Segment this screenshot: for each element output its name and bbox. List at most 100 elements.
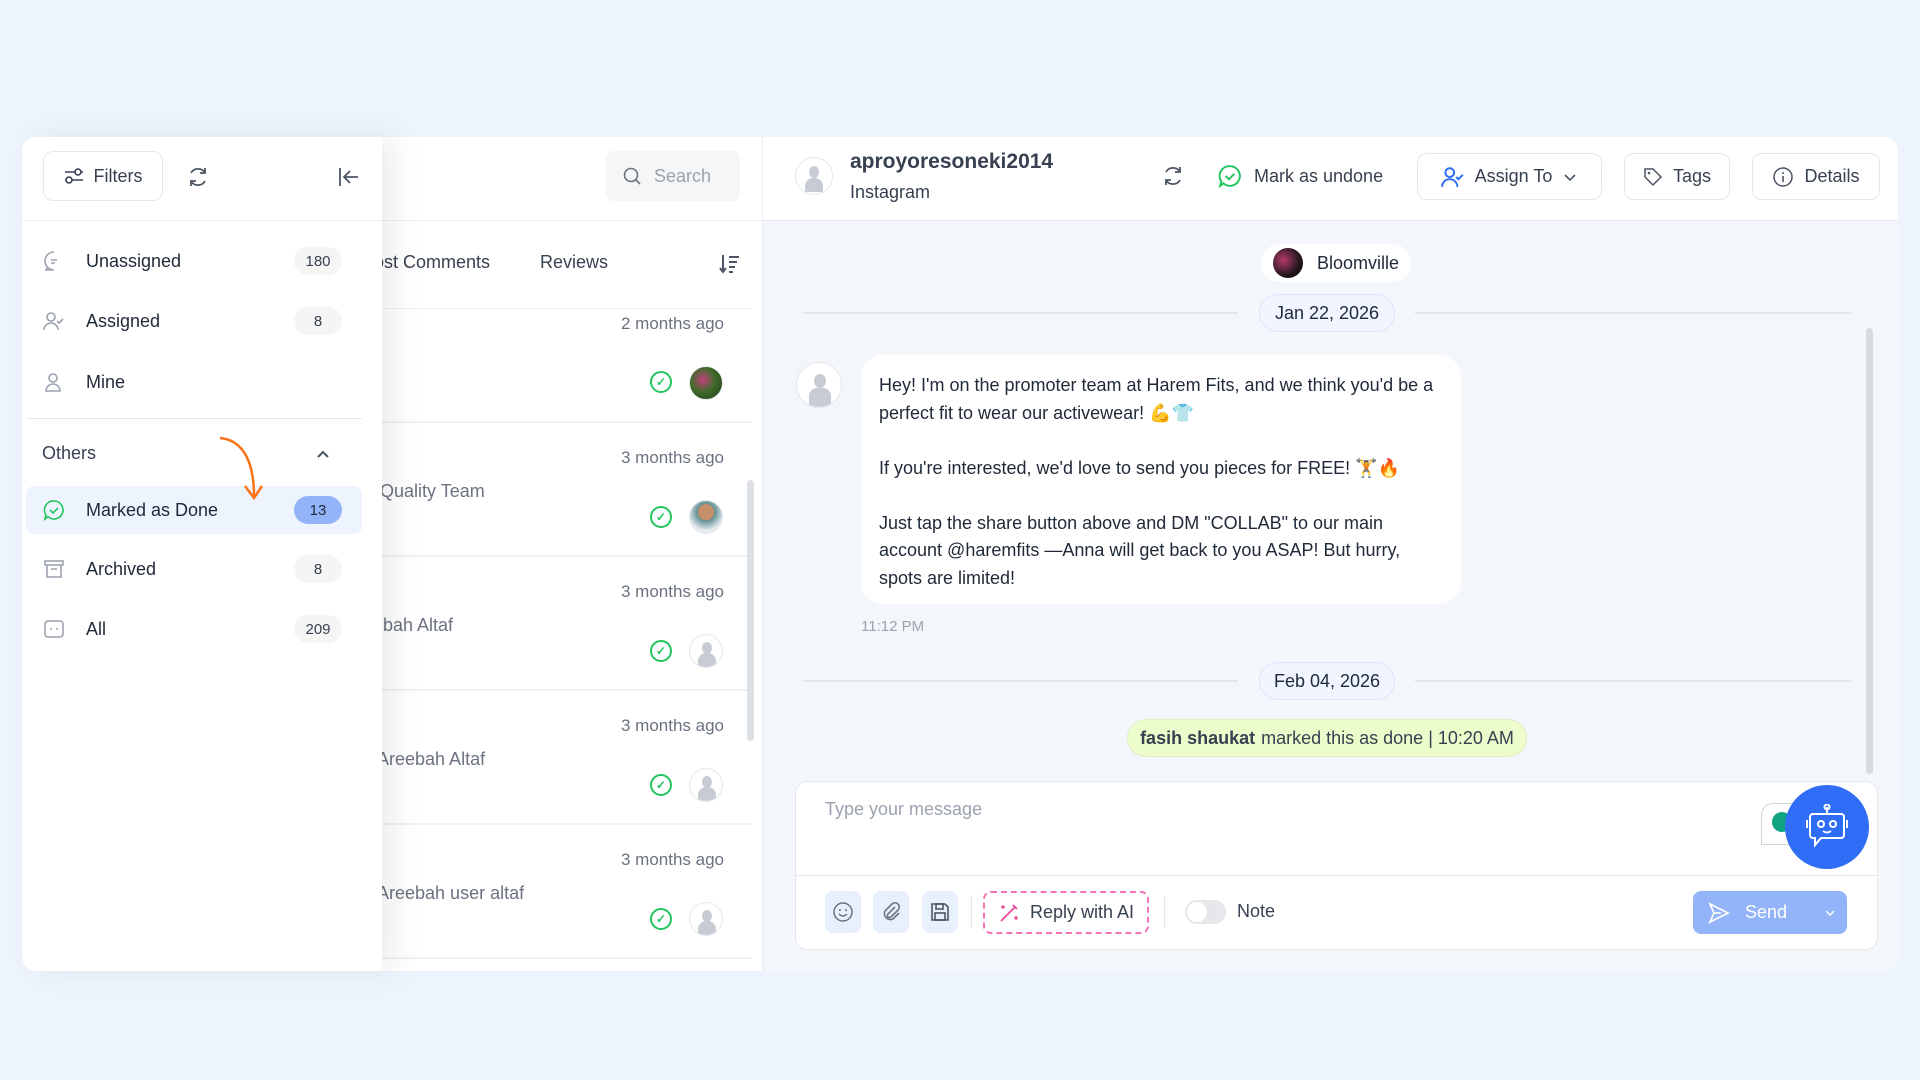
archive-icon: [42, 557, 66, 581]
reply-ai-label: Reply with AI: [1029, 902, 1135, 922]
others-section-header[interactable]: Others: [42, 443, 97, 463]
user-check-icon: [42, 309, 66, 333]
details-button[interactable]: Details: [1752, 153, 1880, 200]
message-text: Just tap the share button above and DM "…: [879, 512, 1384, 533]
message-text: If you're interested, we'd love to send …: [879, 457, 1400, 478]
assign-to-button[interactable]: Assign To: [1417, 153, 1602, 200]
divider: [763, 220, 1898, 221]
done-user: fasih shaukat: [1140, 727, 1256, 748]
save-template-button[interactable]: [922, 891, 958, 933]
tab-reviews[interactable]: Reviews: [540, 252, 609, 272]
list-item[interactable]: 3 months ago Areebah user altaf ✓: [377, 825, 752, 959]
divider: [762, 137, 763, 971]
list-item[interactable]: 3 months ago Areebah Altaf ✓: [377, 691, 752, 825]
paperclip-icon: [883, 901, 901, 921]
ai-bot-button[interactable]: [1785, 785, 1869, 869]
emoji-button[interactable]: [825, 891, 861, 933]
divider: [803, 680, 1238, 682]
sidebar-item-label: Mine: [86, 371, 126, 392]
avatar: [689, 768, 723, 802]
emoji-icon: [833, 902, 853, 922]
mark-as-undone-button[interactable]: Mark as undone: [1218, 164, 1383, 188]
sidebar-item-label: Marked as Done: [86, 499, 219, 520]
done-check-icon: ✓: [650, 774, 672, 796]
send-button[interactable]: Send: [1693, 891, 1847, 934]
tab-post-comments[interactable]: Post Comments: [362, 252, 491, 272]
sidebar-item-label: Unassigned: [86, 250, 182, 271]
message-text: Hey! I'm on the promoter team at Harem F…: [879, 375, 1434, 395]
count-badge: 13: [294, 496, 342, 524]
sidebar-item-unassigned[interactable]: Unassigned 180: [26, 237, 362, 285]
done-check-icon: ✓: [650, 908, 672, 930]
divider: [803, 312, 1238, 314]
page-name-pill: Bloomville: [1261, 244, 1411, 282]
check-chat-icon: [42, 498, 66, 522]
date-separator: Feb 04, 2026: [1259, 662, 1395, 700]
note-toggle[interactable]: [1185, 900, 1226, 924]
count-badge: 180: [294, 247, 342, 275]
send-icon: [1708, 901, 1730, 924]
list-item[interactable]: 3 months ago bah Altaf ✓: [382, 557, 752, 691]
message-time: 11:12 PM: [861, 618, 925, 635]
details-label: Details: [1804, 166, 1860, 186]
filters-button[interactable]: Filters: [43, 151, 163, 201]
item-time: 3 months ago: [620, 850, 724, 869]
chat-scrollbar[interactable]: [1866, 328, 1873, 774]
divider: [1415, 680, 1851, 682]
divider: [22, 220, 382, 221]
list-scrollbar[interactable]: [747, 480, 754, 741]
search-placeholder: Search: [654, 165, 712, 186]
reply-with-ai-button[interactable]: Reply with AI: [983, 891, 1149, 934]
count-badge: 8: [294, 307, 342, 335]
divider: [382, 220, 762, 221]
list-item[interactable]: 2 months ago ✓: [382, 309, 752, 423]
message-input[interactable]: Type your message: [825, 799, 983, 819]
sidebar-item-all[interactable]: All 209: [26, 605, 362, 653]
refresh-icon[interactable]: [186, 165, 210, 189]
date-separator: Jan 22, 2026: [1259, 294, 1395, 332]
floppy-icon: [931, 903, 949, 921]
sidebar-item-archived[interactable]: Archived 8: [26, 545, 362, 593]
sidebar-item-label: All: [86, 618, 107, 639]
tags-button[interactable]: Tags: [1624, 153, 1730, 200]
chevron-down-icon: [1564, 173, 1576, 181]
page-name: Bloomville: [1316, 252, 1400, 273]
sidebar-item-mine[interactable]: Mine: [26, 358, 362, 406]
attach-button[interactable]: [873, 891, 909, 933]
message-text: spots are limited!: [879, 567, 1016, 588]
divider: [382, 308, 752, 309]
divider: [26, 418, 362, 419]
tags-label: Tags: [1672, 166, 1712, 186]
assign-label: Assign To: [1474, 166, 1553, 186]
sidebar-item-marked-as-done[interactable]: Marked as Done 13: [26, 486, 362, 534]
chevron-down-icon[interactable]: [1823, 906, 1837, 920]
annotation-arrow: [219, 436, 264, 501]
chat-icon: [42, 617, 66, 641]
chevron-up-icon[interactable]: [314, 445, 332, 463]
item-time: 3 months ago: [620, 716, 724, 735]
item-time: 3 months ago: [620, 582, 724, 601]
note-label: Note: [1237, 901, 1276, 921]
done-text: marked this as done | 10:20 AM: [1261, 727, 1514, 748]
send-label: Send: [1745, 902, 1788, 922]
count-badge: 209: [294, 615, 342, 643]
sidebar-item-label: Assigned: [86, 310, 161, 331]
item-name: Quality Team: [380, 481, 485, 501]
sender-avatar: [796, 362, 842, 408]
filters-label: Filters: [93, 165, 143, 186]
search-input[interactable]: Search: [606, 151, 740, 201]
done-check-icon: ✓: [650, 640, 672, 662]
page-avatar: [1272, 248, 1303, 278]
refresh-icon[interactable]: [1161, 164, 1185, 188]
composer: [795, 781, 1878, 950]
sidebar-item-label: Archived: [86, 558, 157, 579]
count-badge: 8: [294, 555, 342, 583]
sort-icon[interactable]: [718, 252, 742, 276]
sidebar-item-assigned[interactable]: Assigned 8: [26, 297, 362, 345]
contact-username: aproyoresoneki2014: [850, 150, 1054, 173]
message-text: perfect fit to wear our activewear! 💪👕: [879, 402, 1194, 423]
collapse-icon[interactable]: [337, 165, 361, 189]
list-item[interactable]: 3 months ago Quality Team ✓: [380, 423, 752, 557]
contact-channel: Instagram: [850, 182, 931, 202]
done-check-icon: ✓: [650, 506, 672, 528]
